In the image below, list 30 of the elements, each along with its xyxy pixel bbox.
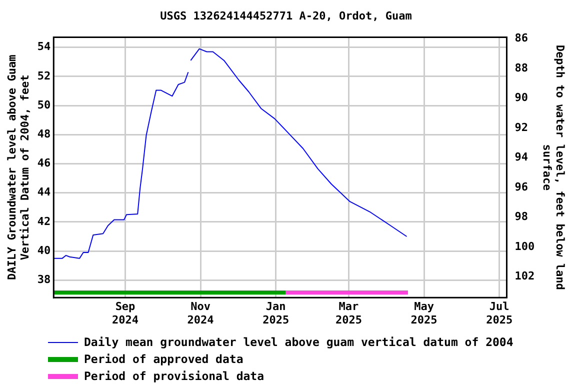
x-tick-label: May 2025 <box>410 300 438 326</box>
y-tick-label: 42 <box>37 214 51 228</box>
y-tick-label: 50 <box>37 98 51 112</box>
y2-tick-label: 102 <box>514 270 535 283</box>
y-axis-title: DAILY Groundwater level above Guam Vertical Datum of 2004, feet <box>5 54 32 280</box>
y-tick-label: 52 <box>37 69 51 82</box>
y2-tick-label: 96 <box>514 180 528 194</box>
y2-tick-label: 94 <box>514 150 528 164</box>
y2-tick-label: 92 <box>514 120 528 134</box>
y2-tick-label: 98 <box>514 210 528 224</box>
y-tick-label: 48 <box>37 128 51 141</box>
x-tick-label: Jul 2025 <box>486 300 513 326</box>
y2-axis-title: Depth to water level, feet below land surface <box>540 44 567 290</box>
y-tick-label: 44 <box>37 186 52 199</box>
legend-label: Period of approved data <box>84 351 244 368</box>
y2-tick-label: 86 <box>514 32 528 45</box>
y-tick-label: 46 <box>37 156 52 170</box>
y-tick-label: 38 <box>37 273 51 286</box>
x-tick-label: Mar 2025 <box>335 300 362 326</box>
y2-tick-label: 88 <box>514 61 528 74</box>
legend-label: Period of provisional data <box>84 368 264 384</box>
y2-tick-label: 100 <box>514 240 535 253</box>
y-tick-label: 40 <box>37 244 51 257</box>
x-tick-label: Nov 2024 <box>187 300 214 326</box>
y-tick-label: 54 <box>37 40 52 54</box>
y2-tick-label: 90 <box>514 91 528 104</box>
legend-label: Daily mean groundwater level above guam vertical datum of 2004 <box>84 334 514 351</box>
chart-title: USGS 132624144452771 A-20, Ordot, Guam <box>160 9 412 22</box>
x-tick-label: Sep 2024 <box>112 300 139 326</box>
x-tick-label: Jan 2025 <box>262 300 290 326</box>
